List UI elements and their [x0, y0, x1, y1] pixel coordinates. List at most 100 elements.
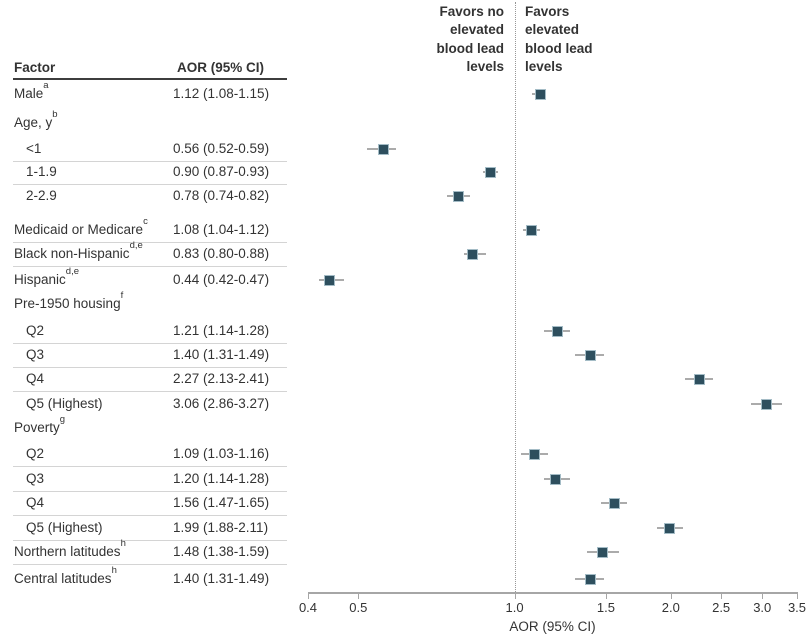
row-factor-label: Q5 (Highest): [26, 396, 103, 411]
x-axis-tick: [762, 592, 764, 599]
favors-left-line: elevated: [449, 22, 504, 38]
row-factor-label: 1-1.9: [26, 164, 57, 179]
point-marker: [597, 546, 609, 558]
point-marker: [453, 190, 465, 202]
x-axis-tick: [308, 592, 309, 599]
row-aor-value: 1.08 (1.04-1.12): [173, 222, 270, 237]
x-axis-tick: [358, 592, 360, 599]
row-separator-rule: [13, 184, 287, 185]
row-separator-rule: [13, 391, 287, 392]
row-aor-value: 1.99 (1.88-2.11): [173, 520, 269, 535]
favors-left-line: Favors no: [439, 4, 504, 19]
x-axis-tick: [797, 592, 798, 599]
row-aor-value: 0.78 (0.74-0.82): [173, 188, 270, 203]
group-header-label: Pre-1950 housingf: [14, 290, 124, 311]
point-marker: [550, 473, 562, 485]
x-axis-tick: [670, 592, 672, 599]
favors-right-line: Favors: [525, 4, 570, 19]
point-marker: [526, 224, 538, 236]
point-marker: [378, 143, 390, 155]
group-header-label: Povertyg: [14, 414, 66, 435]
favors-right-line: levels: [525, 59, 563, 75]
row-aor-value: 1.48 (1.38-1.59): [173, 544, 270, 559]
row-factor-label: <1: [26, 141, 42, 156]
favors-left-line: levels: [466, 59, 504, 75]
point-marker: [584, 349, 596, 361]
point-marker: [534, 88, 546, 100]
row-factor-label: Central latitudesh: [14, 565, 117, 586]
row-separator-rule: [13, 161, 287, 162]
footnote-superscript: d,e: [65, 266, 79, 277]
footnote-superscript: a: [43, 80, 49, 91]
point-marker: [609, 497, 621, 509]
favors-left-line: blood lead: [436, 40, 505, 56]
row-separator-rule: [13, 266, 287, 267]
x-axis-tick-label: 0.5: [349, 600, 368, 615]
x-axis-tick: [514, 592, 516, 599]
x-axis-tick-label: 1.5: [596, 600, 615, 615]
row-factor-label: Q5 (Highest): [26, 520, 103, 535]
footnote-superscript: f: [120, 290, 124, 301]
point-marker: [552, 325, 564, 337]
x-axis-tick-label: 0.4: [298, 600, 318, 615]
row-separator-rule: [13, 491, 287, 492]
row-separator-rule: [13, 367, 287, 368]
x-axis-tick: [721, 592, 723, 599]
row-aor-value: 3.06 (2.86-3.27): [173, 396, 270, 411]
row-factor-label: Black non-Hispanicd,e: [14, 240, 143, 261]
row-factor-label: Q4: [26, 371, 45, 386]
footnote-superscript: g: [59, 414, 66, 425]
row-factor-label: Northern latitudesh: [14, 538, 126, 559]
table-header-rule: [13, 78, 287, 80]
point-marker: [761, 398, 773, 410]
row-separator-rule: [13, 515, 287, 516]
row-aor-value: 1.40 (1.31-1.49): [173, 347, 270, 362]
row-separator-rule: [13, 343, 287, 344]
row-aor-value: 1.40 (1.31-1.49): [173, 571, 270, 586]
x-axis-tick-label: 2.5: [712, 600, 731, 615]
column-header-aor: AOR (95% CI): [177, 60, 265, 75]
footnote-superscript: h: [120, 538, 126, 549]
row-separator-rule: [13, 564, 287, 565]
footnote-superscript: c: [143, 216, 148, 227]
row-factor-label: Q2: [26, 446, 45, 461]
row-factor-label: Medicaid or Medicarec: [14, 216, 148, 237]
favors-right-line: elevated: [525, 22, 580, 38]
x-axis-tick-label: 3.0: [753, 600, 772, 615]
footnote-superscript: h: [111, 565, 117, 576]
favors-elevated-label: Favors elevated blood lead levels: [525, 3, 593, 77]
x-axis-title: AOR (95% CI): [509, 619, 596, 634]
row-aor-value: 2.27 (2.13-2.41): [173, 371, 270, 386]
footnote-superscript: b: [52, 109, 58, 120]
column-header-factor: Factor: [14, 60, 56, 75]
row-aor-value: 1.09 (1.03-1.16): [173, 446, 270, 461]
row-aor-value: 1.56 (1.47-1.65): [173, 495, 270, 510]
x-axis-line: [308, 592, 798, 594]
row-separator-rule: [13, 466, 287, 467]
favors-right-line: blood lead: [525, 40, 593, 56]
footnote-superscript: d,e: [129, 240, 143, 251]
row-aor-value: 1.12 (1.08-1.15): [173, 86, 270, 101]
x-axis-tick: [605, 592, 607, 599]
x-axis-tick-label: 3.5: [787, 600, 807, 615]
x-axis-tick-label: 1.0: [505, 600, 524, 615]
row-factor-label: Hispanicd,e: [14, 266, 79, 287]
point-marker: [584, 573, 596, 585]
dotted-reference-line: [514, 2, 516, 592]
row-factor-label: Malea: [14, 80, 49, 101]
row-separator-rule: [13, 540, 287, 541]
point-marker: [693, 373, 705, 385]
point-marker: [528, 448, 540, 460]
row-aor-value: 0.44 (0.42-0.47): [173, 272, 270, 287]
favors-no-elevated-label: Favors no elevated blood lead levels: [437, 3, 505, 77]
row-separator-rule: [13, 242, 287, 243]
row-aor-value: 0.83 (0.80-0.88): [173, 246, 270, 261]
point-marker: [485, 166, 497, 178]
row-factor-label: Q3: [26, 471, 45, 486]
x-axis-tick-label: 2.0: [661, 600, 680, 615]
point-marker: [467, 248, 479, 260]
row-factor-label: Q3: [26, 347, 45, 362]
row-factor-label: Q4: [26, 495, 45, 510]
row-aor-value: 0.90 (0.87-0.93): [173, 164, 270, 179]
